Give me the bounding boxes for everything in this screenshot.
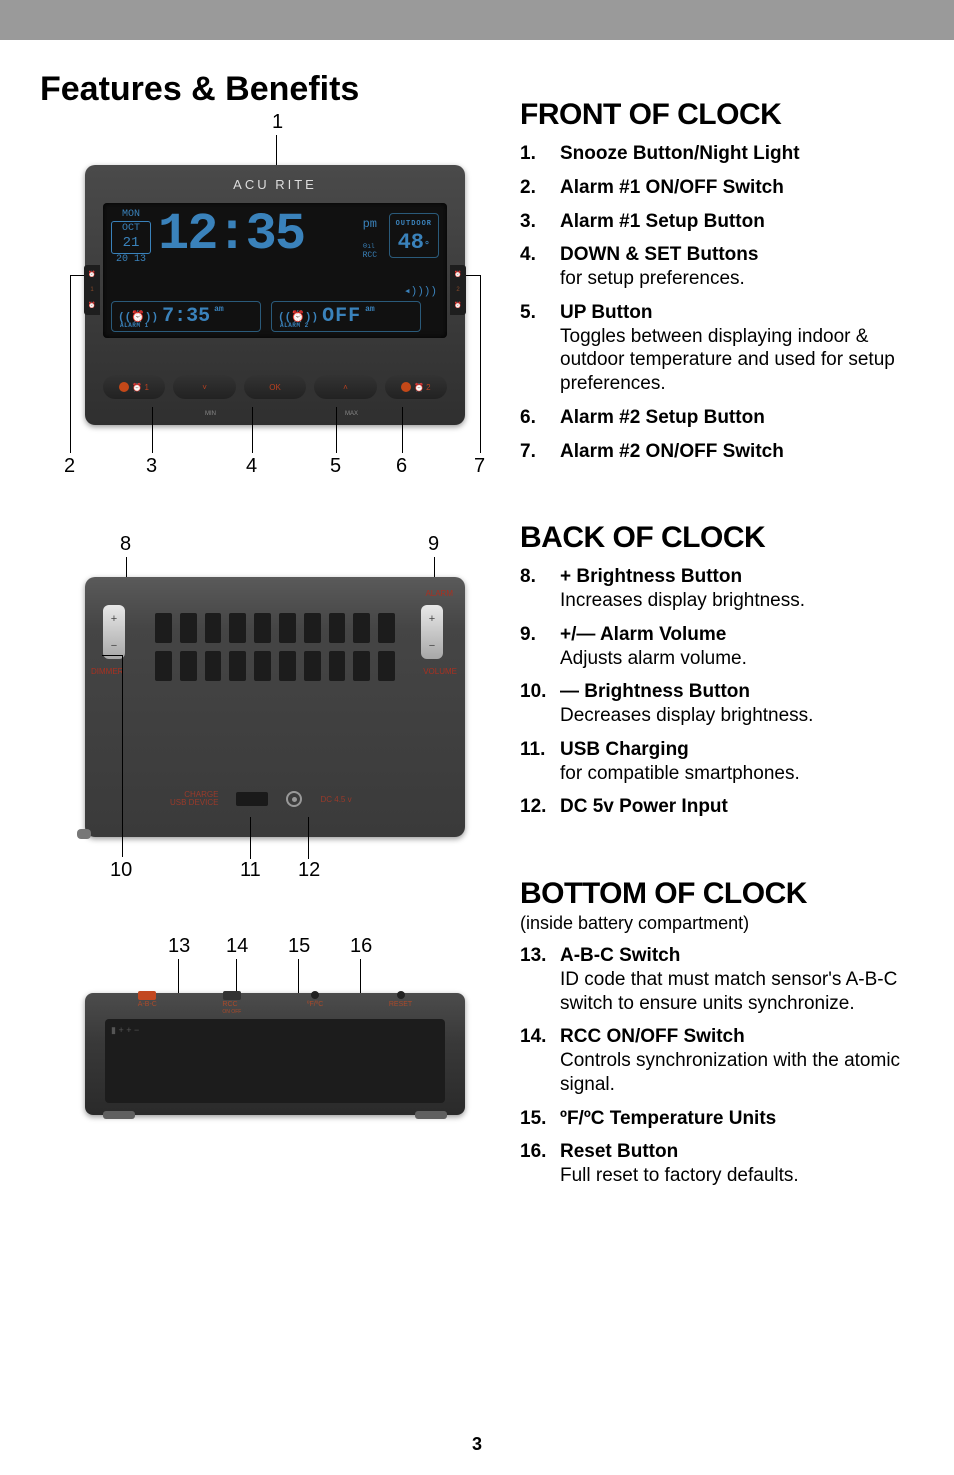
callout-13: 13 [168, 935, 190, 958]
lcd-alarm1: ((⏰)) 7:35 am ALARM 1 [111, 301, 261, 332]
callout-9: 9 [428, 533, 439, 556]
callout-11: 11 [240, 859, 261, 882]
callout-7: 7 [474, 455, 485, 478]
diagram-back: 8 9 +− DIMMER +− ALARM VOLUME CHARGEUSB … [40, 535, 490, 915]
callout-8: 8 [120, 533, 131, 556]
lcd-alarm2: ((⏰)) OFF am ALARM 2 [271, 301, 421, 332]
page-number: 3 [0, 1434, 954, 1455]
bottom-list: 13.A-B-C SwitchID code that must match s… [520, 944, 914, 1188]
callout-5: 5 [330, 455, 341, 478]
volume-rocker: +− [421, 605, 443, 659]
switch-row: A-B-C RCCON OFF ºF/ºC RESET [105, 991, 445, 1015]
clock-back: +− DIMMER +− ALARM VOLUME CHARGEUSB DEVI… [85, 577, 465, 837]
callout-6: 6 [396, 455, 407, 478]
diagram-bottom: 13 14 15 16 A-B-C RCCON OFF ºF/ºC RESET … [40, 935, 490, 1205]
clock-front: ACU RITE MON OCT 21 20 13 12:35 pm ⊙ılRC… [85, 165, 465, 425]
alarm1-setup-btn: ⏰ 1 [103, 375, 165, 399]
lcd-time: 12:35 [158, 205, 304, 264]
set-btn: OK [244, 375, 306, 399]
callout-4: 4 [246, 455, 257, 478]
lcd-day: MON [111, 209, 151, 221]
bottom-sub: (inside battery compartment) [520, 913, 914, 934]
lcd-screen: MON OCT 21 20 13 12:35 pm ⊙ılRCC OUTDOOR… [103, 203, 447, 338]
down-btn: ˅ [173, 375, 235, 399]
lcd-temp: OUTDOOR 48° [389, 213, 439, 258]
callout-12: 12 [298, 859, 320, 882]
lcd-month: OCT [122, 223, 140, 234]
callout-14: 14 [226, 935, 248, 958]
page-title: Features & Benefits [40, 70, 490, 109]
lcd-pm: pm [363, 217, 377, 231]
callout-16: 16 [350, 935, 372, 958]
brand-label: ACU RITE [85, 177, 465, 192]
top-bar [0, 0, 954, 40]
callout-15: 15 [288, 935, 310, 958]
back-heading: BACK OF CLOCK [520, 521, 914, 555]
back-list: 8.+ Brightness ButtonIncreases display b… [520, 565, 914, 819]
bottom-heading: BOTTOM OF CLOCK [520, 877, 914, 911]
callout-2: 2 [64, 455, 75, 478]
callout-1: 1 [272, 111, 283, 134]
callout-3: 3 [146, 455, 157, 478]
lcd-date: 21 [123, 235, 140, 251]
alarm2-setup-btn: ⏰ 2 [385, 375, 447, 399]
lcd-rcc: ⊙ılRCC [363, 243, 377, 261]
lcd-year: 20 13 [111, 254, 151, 266]
front-heading: FRONT OF CLOCK [520, 98, 914, 132]
dc-port [286, 791, 302, 807]
button-row: ⏰ 1 ˅ OK ˄ ⏰ 2 [103, 375, 447, 403]
diagram-front: 1 ACU RITE MON OCT 21 20 13 12:35 pm [40, 115, 490, 515]
up-btn: ˄ [314, 375, 376, 399]
speaker-vents [155, 613, 395, 689]
lcd-signal: ◂)))) [404, 284, 437, 298]
brightness-rocker: +− [103, 605, 125, 659]
clock-bottom: A-B-C RCCON OFF ºF/ºC RESET ▮ + + − [85, 993, 465, 1115]
alarm1-switch: ⏰1⏰ [84, 265, 100, 315]
callout-10: 10 [110, 859, 132, 882]
usb-port [236, 792, 268, 806]
battery-compartment: ▮ + + − [105, 1019, 445, 1103]
front-list: 1.Snooze Button/Night Light 2.Alarm #1 O… [520, 142, 914, 463]
back-ports: CHARGEUSB DEVICE DC 4.5 v [170, 791, 352, 807]
alarm2-switch: ⏰2⏰ [450, 265, 466, 315]
